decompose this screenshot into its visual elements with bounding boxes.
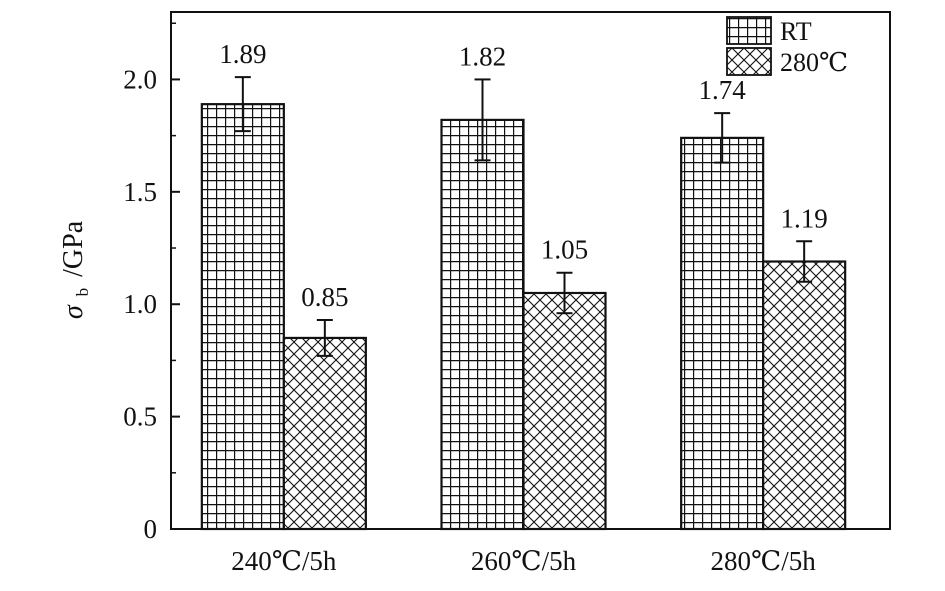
bar-rt-2 xyxy=(680,136,765,531)
data-label: 1.82 xyxy=(459,41,506,71)
y-axis: 0 0.5 1.0 1.5 2.0 xyxy=(123,22,180,544)
legend-label-rt: RT xyxy=(780,17,812,46)
legend-swatch-280 xyxy=(726,47,772,76)
bar-280-1 xyxy=(522,291,607,531)
y-tick-label: 0.5 xyxy=(123,402,157,432)
y-tick-label: 1.0 xyxy=(123,289,157,319)
y-axis-label: σ b /GPa xyxy=(58,220,95,319)
y-axis-label-unit: /GPa xyxy=(58,220,89,277)
legend: RT 280℃ xyxy=(726,16,848,77)
y-axis-label-symbol: σ xyxy=(58,304,89,319)
y-tick-label: 2.0 xyxy=(123,64,157,94)
data-labels: 1.89 0.85 1.82 1.05 1.74 1.19 xyxy=(219,39,828,312)
x-tick-label: 240℃/5h xyxy=(231,546,337,576)
legend-label-280: 280℃ xyxy=(780,48,848,77)
data-label: 1.89 xyxy=(219,39,266,69)
bar-rt-0 xyxy=(200,103,285,531)
bar-280-2 xyxy=(762,260,847,531)
data-label: 1.74 xyxy=(699,75,747,105)
y-tick-label: 1.5 xyxy=(123,177,157,207)
x-tick-label: 280℃/5h xyxy=(711,546,817,576)
legend-swatch-rt xyxy=(726,16,772,45)
bar-280-0 xyxy=(282,336,367,531)
bars xyxy=(200,76,847,531)
y-tick-label: 0 xyxy=(144,514,158,544)
bar-rt-1 xyxy=(440,118,525,531)
data-label: 0.85 xyxy=(301,282,348,312)
x-axis: 240℃/5h 260℃/5h 280℃/5h xyxy=(231,521,816,576)
x-tick-label: 260℃/5h xyxy=(471,546,577,576)
data-label: 1.19 xyxy=(781,203,828,233)
data-label: 1.05 xyxy=(541,235,588,265)
y-axis-label-subscript: b xyxy=(73,288,92,297)
